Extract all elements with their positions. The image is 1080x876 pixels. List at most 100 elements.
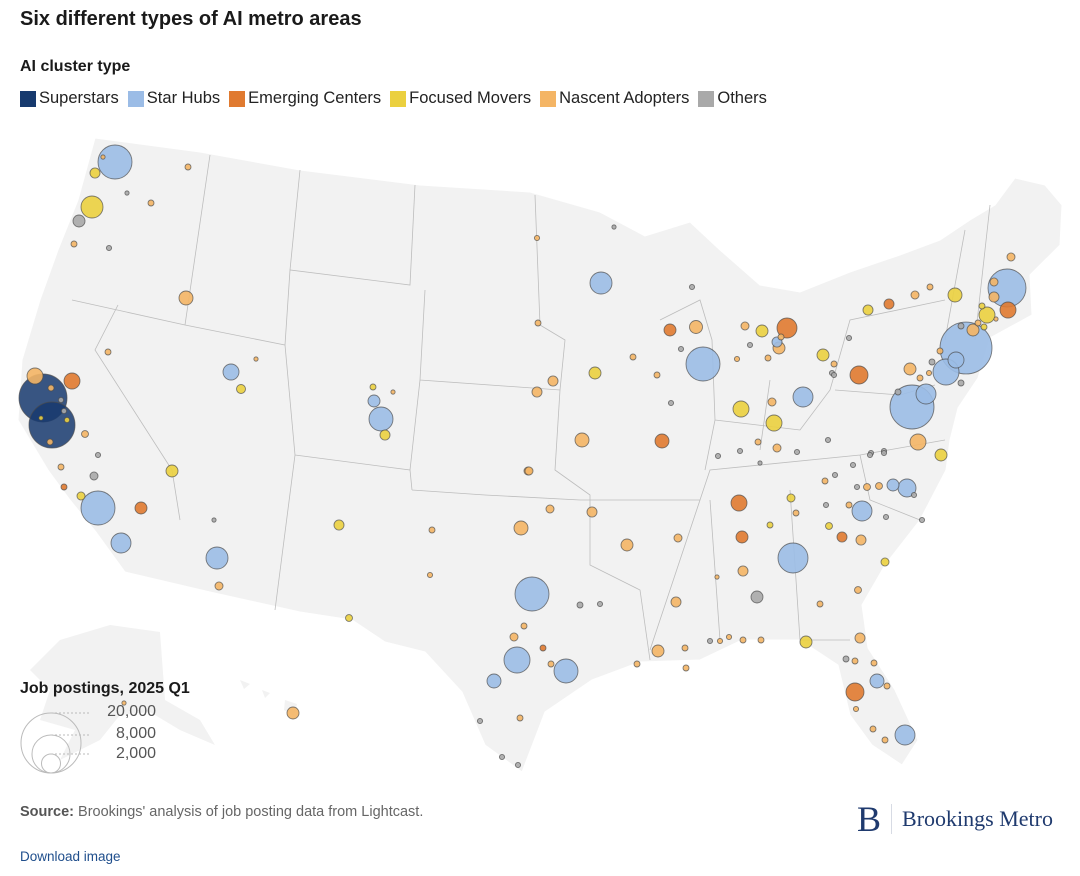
bubble-nascent-adopter[interactable] <box>586 506 598 518</box>
bubble-nascent-adopter[interactable] <box>792 509 800 517</box>
bubble-nascent-adopter[interactable] <box>516 714 524 722</box>
bubble-nascent-adopter[interactable] <box>863 483 871 491</box>
bubble-nascent-adopter[interactable] <box>253 356 259 362</box>
bubble-other[interactable] <box>611 224 617 230</box>
bubble-nascent-adopter[interactable] <box>851 657 859 665</box>
bubble-nascent-adopter[interactable] <box>869 725 877 733</box>
bubble-star-hub[interactable] <box>486 673 502 689</box>
bubble-other[interactable] <box>211 517 217 523</box>
bubble-star-hub[interactable] <box>367 394 381 408</box>
bubble-other[interactable] <box>746 341 754 349</box>
bubble-nascent-adopter[interactable] <box>926 283 934 291</box>
bubble-nascent-adopter[interactable] <box>936 347 944 355</box>
bubble-nascent-adopter[interactable] <box>513 520 529 536</box>
bubble-nascent-adopter[interactable] <box>673 533 683 543</box>
download-image-link[interactable]: Download image <box>20 849 121 864</box>
bubble-nascent-adopter[interactable] <box>670 596 682 608</box>
bubble-star-hub[interactable] <box>205 546 229 570</box>
bubble-other[interactable] <box>706 637 714 645</box>
bubble-focused-mover[interactable] <box>816 348 830 362</box>
bubble-nascent-adopter[interactable] <box>821 477 829 485</box>
bubble-nascent-adopter[interactable] <box>777 333 785 341</box>
bubble-focused-mover[interactable] <box>862 304 874 316</box>
bubble-focused-mover[interactable] <box>978 306 996 324</box>
bubble-nascent-adopter[interactable] <box>993 316 999 322</box>
bubble-nascent-adopter[interactable] <box>70 240 78 248</box>
bubble-star-hub[interactable] <box>869 673 885 689</box>
bubble-star-hub[interactable] <box>851 500 873 522</box>
bubble-other[interactable] <box>576 601 584 609</box>
bubble-nascent-adopter[interactable] <box>854 632 866 644</box>
bubble-nascent-adopter[interactable] <box>46 438 54 446</box>
bubble-nascent-adopter[interactable] <box>534 319 542 327</box>
bubble-nascent-adopter[interactable] <box>390 389 396 395</box>
bubble-nascent-adopter[interactable] <box>757 636 765 644</box>
bubble-nascent-adopter[interactable] <box>286 706 300 720</box>
bubble-nascent-adopter[interactable] <box>428 526 436 534</box>
bubble-nascent-adopter[interactable] <box>26 367 44 385</box>
bubble-nascent-adopter[interactable] <box>875 482 883 490</box>
bubble-nascent-adopter[interactable] <box>740 321 750 331</box>
bubble-nascent-adopter[interactable] <box>725 633 733 641</box>
bubble-other[interactable] <box>910 491 918 499</box>
bubble-nascent-adopter[interactable] <box>988 291 1000 303</box>
bubble-nascent-adopter[interactable] <box>764 354 772 362</box>
bubble-focused-mover[interactable] <box>799 635 813 649</box>
bubble-focused-mover[interactable] <box>934 448 948 462</box>
bubble-emerging-center[interactable] <box>845 682 865 702</box>
bubble-nascent-adopter[interactable] <box>816 600 824 608</box>
bubble-other[interactable] <box>824 436 832 444</box>
bubble-emerging-center[interactable] <box>730 494 748 512</box>
bubble-nascent-adopter[interactable] <box>147 199 155 207</box>
bubble-other[interactable] <box>849 461 857 469</box>
bubble-nascent-adopter[interactable] <box>716 637 724 645</box>
bubble-star-hub[interactable] <box>553 658 579 684</box>
bubble-nascent-adopter[interactable] <box>100 154 106 160</box>
bubble-nascent-adopter[interactable] <box>772 443 782 453</box>
bubble-star-hub[interactable] <box>685 346 721 382</box>
bubble-focused-mover[interactable] <box>980 323 988 331</box>
bubble-other[interactable] <box>105 244 113 252</box>
bubble-focused-mover[interactable] <box>765 414 783 432</box>
bubble-other[interactable] <box>596 600 604 608</box>
bubble-other[interactable] <box>793 448 801 456</box>
bubble-nascent-adopter[interactable] <box>754 438 762 446</box>
bubble-nascent-adopter[interactable] <box>739 636 747 644</box>
bubble-nascent-adopter[interactable] <box>547 660 555 668</box>
bubble-emerging-center[interactable] <box>663 323 677 337</box>
bubble-emerging-center[interactable] <box>735 530 749 544</box>
bubble-nascent-adopter[interactable] <box>1006 252 1016 262</box>
bubble-other[interactable] <box>124 190 130 196</box>
bubble-focused-mover[interactable] <box>786 493 796 503</box>
bubble-nascent-adopter[interactable] <box>178 290 194 306</box>
bubble-other[interactable] <box>957 379 965 387</box>
bubble-other[interactable] <box>880 449 888 457</box>
bubble-focused-mover[interactable] <box>89 167 101 179</box>
bubble-focused-mover[interactable] <box>732 400 750 418</box>
bubble-nascent-adopter[interactable] <box>681 644 689 652</box>
bubble-emerging-center[interactable] <box>999 301 1017 319</box>
bubble-nascent-adopter[interactable] <box>689 320 703 334</box>
bubble-nascent-adopter[interactable] <box>830 360 838 368</box>
bubble-star-hub[interactable] <box>886 478 900 492</box>
bubble-nascent-adopter[interactable] <box>910 290 920 300</box>
bubble-nascent-adopter[interactable] <box>733 355 741 363</box>
bubble-other[interactable] <box>750 590 764 604</box>
bubble-nascent-adopter[interactable] <box>855 534 867 546</box>
bubble-other[interactable] <box>688 283 696 291</box>
bubble-nascent-adopter[interactable] <box>989 277 999 287</box>
bubble-other[interactable] <box>89 471 99 481</box>
bubble-other[interactable] <box>677 345 685 353</box>
bubble-focused-mover[interactable] <box>333 519 345 531</box>
bubble-other[interactable] <box>57 396 65 404</box>
bubble-other[interactable] <box>831 471 839 479</box>
bubble-star-hub[interactable] <box>222 363 240 381</box>
bubble-other[interactable] <box>866 451 874 459</box>
bubble-focused-mover[interactable] <box>825 522 833 530</box>
bubble-emerging-center[interactable] <box>60 483 68 491</box>
bubble-nascent-adopter[interactable] <box>426 571 434 579</box>
bubble-other[interactable] <box>514 761 522 769</box>
bubble-other[interactable] <box>476 717 484 725</box>
bubble-nascent-adopter[interactable] <box>620 538 634 552</box>
bubble-nascent-adopter[interactable] <box>520 622 528 630</box>
